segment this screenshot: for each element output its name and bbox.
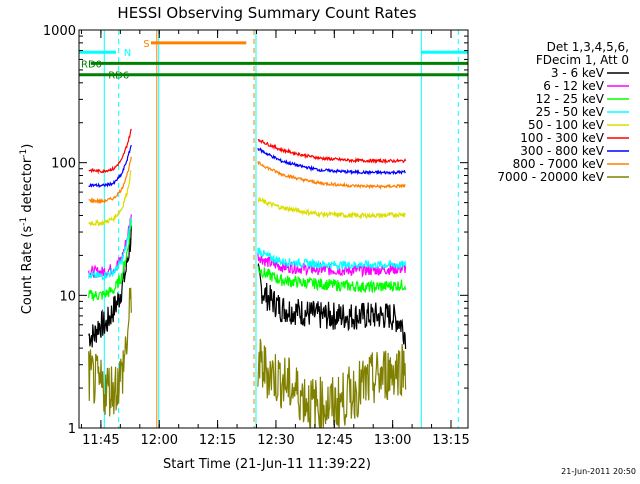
plot-area: N S RD0 RD6 — [78, 30, 468, 429]
series-line — [257, 147, 406, 176]
legend-entry-label: 6 - 12 keV — [543, 79, 605, 93]
series-line — [257, 266, 407, 294]
y-axis-label-exponent: -1 — [19, 149, 29, 158]
y-axis-label: Count Rate (s-1 detector-1) — [19, 144, 35, 315]
legend-entry-label: 300 - 800 keV — [520, 144, 604, 158]
x-tick-label: 13:15 — [432, 433, 469, 448]
chart-title: HESSI Observing Summary Count Rates — [117, 4, 416, 22]
state-bar-label: S — [143, 39, 149, 50]
footer-timestamp: 21-Jun-2011 20:50 — [561, 467, 636, 476]
series-line — [257, 161, 406, 190]
x-tick-label: 12:45 — [316, 433, 353, 448]
series-line — [257, 197, 406, 220]
y-axis-label-part: Count Rate (s — [20, 226, 35, 315]
x-tick-label: 13:00 — [374, 433, 411, 448]
series-line — [88, 156, 132, 205]
x-tick-label: 12:30 — [257, 433, 294, 448]
legend-entry-label: 25 - 50 keV — [536, 105, 605, 119]
plot-frame — [78, 29, 469, 429]
x-tick-label: 11:45 — [82, 433, 119, 448]
y-axis-label-exponent: -1 — [19, 217, 29, 226]
y-tick-label: 10 — [59, 289, 76, 304]
series-line — [257, 138, 407, 165]
legend-entry-label: 100 - 300 keV — [520, 131, 604, 145]
series-line — [88, 144, 132, 189]
x-tick-label: 12:00 — [141, 433, 178, 448]
legend-header-line: Det 1,3,4,5,6, — [547, 40, 629, 54]
legend-entry-label: 3 - 6 keV — [551, 66, 605, 80]
series-line — [88, 216, 132, 281]
series-line — [257, 246, 407, 271]
x-axis-label: Start Time (21-Jun-11 11:39:22) — [163, 457, 371, 472]
state-bar-label: N — [124, 48, 131, 59]
series-line — [257, 252, 407, 278]
series-line — [88, 170, 132, 227]
y-tick-label: 100 — [51, 157, 76, 172]
series-line — [257, 338, 407, 429]
y-tick-label: 1000 — [43, 24, 76, 39]
legend: Det 1,3,4,5,6, FDecim 1, Att 0 3 - 6 keV… — [497, 40, 629, 184]
axes: 11:45 12:00 12:15 12:30 12:45 13:00 13:15 1 10 10… — [43, 24, 470, 448]
series-line — [88, 225, 132, 348]
x-tick-label: 12:15 — [199, 433, 236, 448]
y-tick-label: 1 — [68, 422, 76, 437]
legend-entry-label: 800 - 7000 keV — [513, 157, 605, 171]
series-line — [257, 262, 407, 350]
y-axis-label-part: ) — [20, 144, 35, 149]
series-line — [88, 219, 132, 301]
state-bar-label: RD6 — [108, 71, 129, 82]
series-line — [88, 287, 132, 417]
legend-entry-label: 50 - 100 keV — [528, 118, 605, 132]
legend-entry-label: 7000 - 20000 keV — [497, 170, 604, 184]
y-axis-label-part: detector — [20, 157, 35, 217]
state-bar-label: RD0 — [81, 59, 102, 70]
legend-entry-label: 12 - 25 keV — [536, 92, 605, 106]
legend-header-line: FDecim 1, Att 0 — [536, 53, 629, 67]
series-line — [88, 128, 132, 175]
